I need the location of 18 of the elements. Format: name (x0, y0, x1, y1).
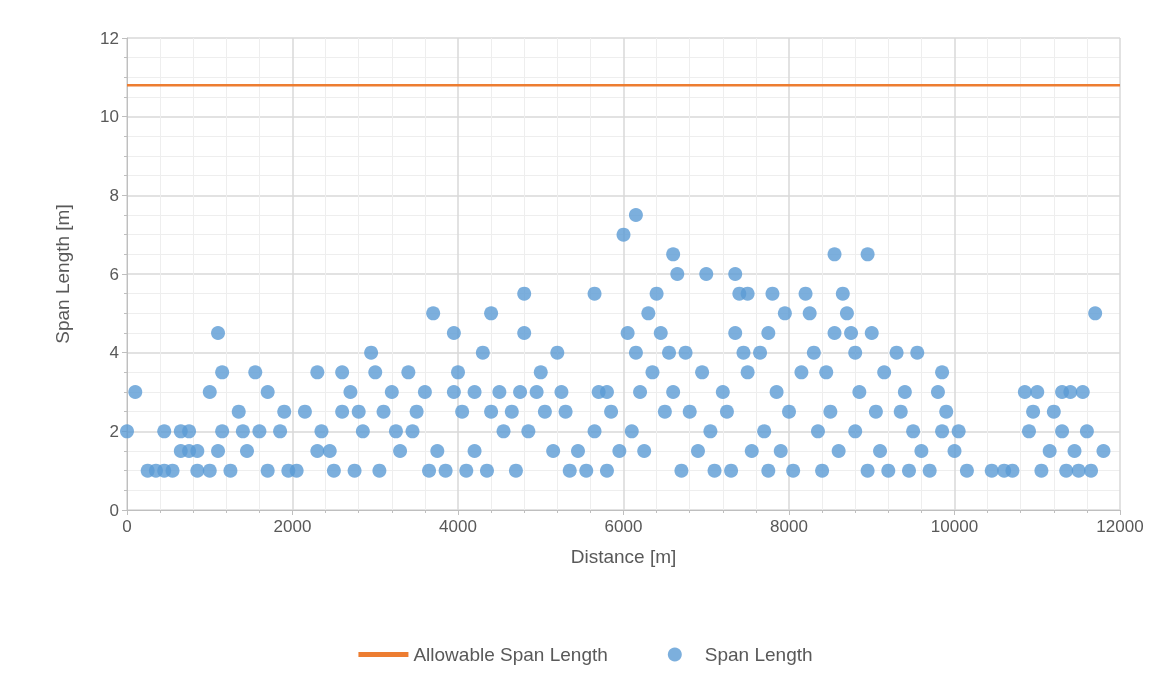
y-tick-label: 10 (100, 107, 119, 127)
y-tick-label: 2 (109, 421, 119, 441)
y-axis-title: Span Length [m] (52, 204, 73, 344)
y-tick-label: 12 (100, 28, 119, 48)
x-tick-label: 6000 (604, 517, 643, 536)
x-tick-label: 10000 (930, 517, 979, 536)
legend-label: Span Length (704, 644, 813, 665)
x-tick-label: 4000 (439, 517, 477, 536)
legend-label: Allowable Span Length (413, 644, 608, 665)
y-tick-label: 6 (109, 264, 119, 284)
y-tick-label: 0 (109, 500, 119, 520)
x-tick-label: 0 (122, 517, 132, 536)
x-tick-label: 12000 (1096, 517, 1144, 536)
x-tick-label: 2000 (273, 517, 312, 536)
x-tick-label: 8000 (770, 517, 808, 536)
y-tick-label: 8 (109, 185, 119, 205)
x-axis-title: Distance [m] (570, 546, 677, 567)
y-tick-label: 4 (109, 343, 119, 363)
